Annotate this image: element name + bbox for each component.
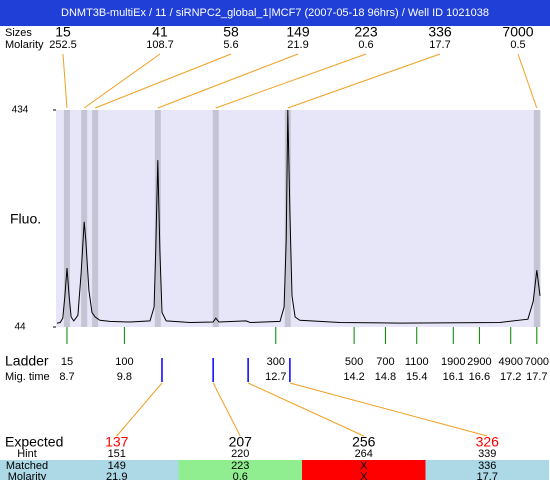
peak-size: 223 bbox=[354, 24, 378, 40]
peak-band bbox=[212, 110, 219, 327]
peak-leader bbox=[83, 53, 161, 109]
peak-size: 41 bbox=[152, 24, 168, 40]
matched-value: X bbox=[360, 460, 368, 472]
ladder-size: 7000 bbox=[525, 356, 549, 368]
ladder-size: 2900 bbox=[467, 356, 491, 368]
hint-value: 264 bbox=[355, 448, 373, 460]
y-label: Fluo. bbox=[10, 211, 41, 227]
peak-leader bbox=[62, 53, 68, 109]
peak-band bbox=[154, 110, 161, 327]
molarity-value: 17.7 bbox=[477, 471, 498, 480]
ladder-size: 700 bbox=[376, 356, 394, 368]
molarity-label: Molarity bbox=[5, 39, 44, 51]
hint-value: 339 bbox=[478, 448, 496, 460]
ladder-size: 500 bbox=[345, 356, 363, 368]
expected-value: 256 bbox=[352, 434, 376, 450]
peak-band bbox=[63, 110, 70, 327]
ladder-size: 15 bbox=[61, 356, 73, 368]
matched-cell bbox=[425, 460, 549, 480]
hint-leader bbox=[289, 382, 488, 437]
peak-size: 7000 bbox=[502, 24, 533, 40]
peak-molarity: 0.5 bbox=[510, 39, 525, 51]
hint-leader bbox=[116, 382, 163, 437]
ladder-time: 12.7 bbox=[265, 371, 286, 383]
ladder-time: 8.7 bbox=[59, 371, 74, 383]
peak-leader bbox=[215, 53, 367, 109]
peak-size: 149 bbox=[286, 24, 310, 40]
peak-leader bbox=[517, 53, 538, 109]
ladder-time: 17.7 bbox=[526, 371, 547, 383]
matched-cell bbox=[302, 460, 426, 480]
peak-leader bbox=[287, 53, 441, 109]
title-bar bbox=[0, 0, 550, 26]
ladder-time: 14.8 bbox=[375, 371, 396, 383]
ladder-size: 1100 bbox=[405, 356, 429, 368]
expected-value: 137 bbox=[105, 434, 129, 450]
peak-leader bbox=[94, 53, 232, 109]
peak-band bbox=[92, 110, 99, 327]
label-cell bbox=[0, 460, 55, 480]
peak-molarity: 17.7 bbox=[429, 39, 450, 51]
peak-leader bbox=[157, 53, 299, 109]
trace bbox=[56, 109, 541, 324]
peak-molarity: 5.6 bbox=[223, 39, 238, 51]
peak-molarity: 0.6 bbox=[358, 39, 373, 51]
matched-label: Matched bbox=[6, 460, 48, 472]
ladder-time: 9.8 bbox=[117, 371, 132, 383]
matched-cell bbox=[178, 460, 302, 480]
expected-value: 326 bbox=[476, 434, 500, 450]
expected-value: 207 bbox=[229, 434, 253, 450]
y-tick-label: 434 bbox=[12, 105, 29, 116]
ladder-label: Ladder bbox=[5, 353, 49, 369]
matched-value: 149 bbox=[108, 460, 126, 472]
ladder-time: 16.1 bbox=[443, 371, 464, 383]
peak-size: 336 bbox=[428, 24, 452, 40]
peak-molarity: 252.5 bbox=[49, 39, 77, 51]
peak-molarity: 108.7 bbox=[146, 39, 174, 51]
hint-leader bbox=[247, 382, 364, 437]
molarity-value: X bbox=[360, 471, 368, 480]
ladder-size: 1900 bbox=[441, 356, 465, 368]
hint-value: 220 bbox=[231, 448, 249, 460]
sizes-label: Sizes bbox=[5, 27, 32, 39]
hint-label: Hint bbox=[17, 448, 37, 460]
hint-value: 151 bbox=[108, 448, 126, 460]
molarity-row-label: Molarity bbox=[8, 471, 47, 480]
ladder-size: 4900 bbox=[498, 356, 522, 368]
peak-band bbox=[81, 110, 88, 327]
plot-area bbox=[56, 110, 541, 327]
matched-value: 223 bbox=[231, 460, 249, 472]
ladder-time: 16.6 bbox=[469, 371, 490, 383]
molarity-value: 21.9 bbox=[106, 471, 127, 480]
peak-band bbox=[533, 110, 540, 327]
mig-time-label: Mig. time bbox=[5, 371, 50, 383]
ladder-size: 100 bbox=[115, 356, 133, 368]
peak-size: 58 bbox=[223, 24, 239, 40]
ladder-time: 15.4 bbox=[406, 371, 427, 383]
matched-cell bbox=[55, 460, 179, 480]
title: DNMT3B-multiEx / 11 / siRNPC2_global_1|M… bbox=[61, 7, 489, 19]
hint-leader bbox=[212, 382, 241, 437]
ladder-size: 300 bbox=[267, 356, 285, 368]
expected-label: Expected bbox=[5, 434, 63, 450]
peak-molarity: 21.9 bbox=[287, 39, 308, 51]
y-tick-label: 44 bbox=[14, 322, 26, 333]
matched-value: 336 bbox=[478, 460, 496, 472]
ladder-time: 17.2 bbox=[500, 371, 521, 383]
molarity-value: 0.6 bbox=[233, 471, 248, 480]
ladder-time: 14.2 bbox=[343, 371, 364, 383]
peak-size: 15 bbox=[55, 24, 71, 40]
peak-band bbox=[284, 110, 291, 327]
